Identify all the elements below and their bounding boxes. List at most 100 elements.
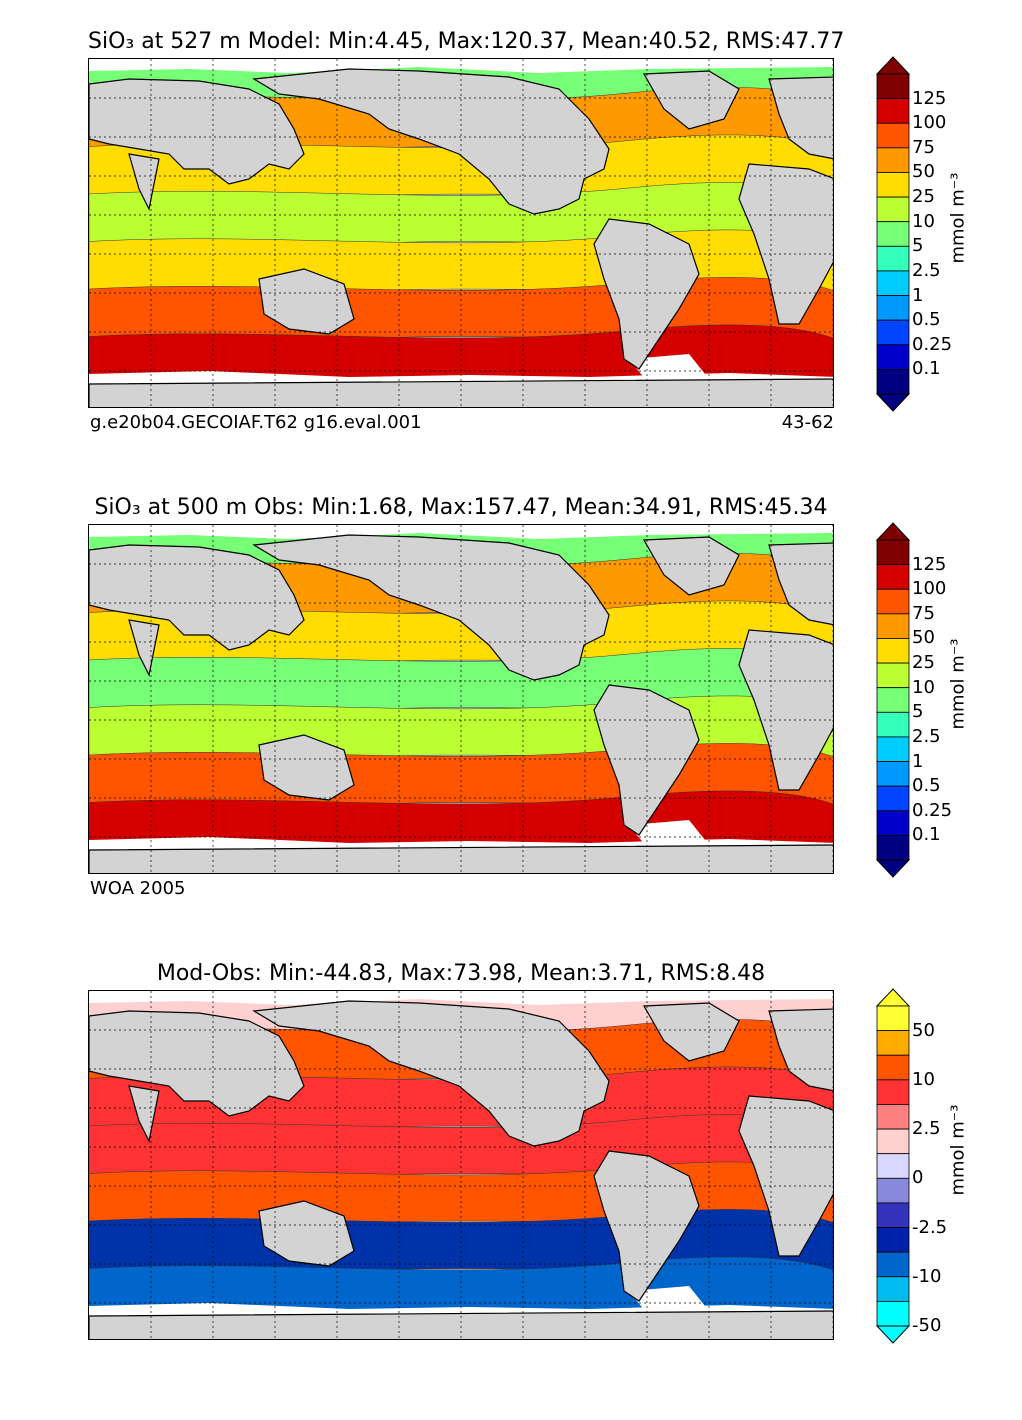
colorbar-tick-label: 50 <box>912 627 935 649</box>
colorbar-tick-label: 125 <box>912 553 947 575</box>
colorbar-segment <box>876 270 910 296</box>
colorbar-tick-label: 50 <box>912 161 935 183</box>
colorbar-tick-label: 0.5 <box>912 309 941 331</box>
land-mass <box>593 1150 700 1302</box>
land-mass <box>738 629 833 791</box>
colorbar-tick-label: 75 <box>912 602 935 624</box>
colorbar-segment <box>876 196 910 223</box>
land-mass <box>738 1095 833 1257</box>
colorbar-segment <box>876 1079 910 1105</box>
colorbar <box>876 56 910 412</box>
colorbar-segment <box>876 1128 910 1155</box>
colorbar-segment <box>876 711 910 738</box>
units-label: mmol m⁻³ <box>947 172 969 264</box>
colorbar <box>876 988 910 1344</box>
colorbar-extend-bottom <box>876 859 910 878</box>
land-mass <box>89 78 305 185</box>
colorbar-tick-label: 75 <box>912 136 935 158</box>
colorbar-segment <box>876 1030 910 1056</box>
panel-title: Mod-Obs: Min:-44.83, Max:73.98, Mean:3.7… <box>156 961 766 986</box>
colorbar-segment <box>876 245 910 272</box>
land-mass <box>89 844 833 873</box>
colorbar-segment <box>876 834 910 861</box>
land-mass <box>768 1008 833 1092</box>
panel-title: SiO₃ at 500 m Obs: Min:1.68, Max:157.47,… <box>94 495 828 520</box>
colorbar-tick-label: 0.1 <box>912 824 941 846</box>
colorbar-tick-label: 1 <box>912 284 924 306</box>
colorbar-segment <box>876 564 910 590</box>
colorbar-segment <box>876 368 910 395</box>
colorbar-tick-label: -50 <box>912 1315 942 1336</box>
colorbar-tick-label: 100 <box>912 112 947 134</box>
colorbar-tick-label: 0.5 <box>912 775 941 797</box>
colorbar-tick-label: 2.5 <box>912 1118 941 1140</box>
year-range: 43-62 <box>781 412 834 433</box>
case-name: g.e20b04.GECOIAF.T62 g16.eval.001 <box>90 412 422 433</box>
colorbar-tick-label: 125 <box>912 87 947 109</box>
diff-panel: Mod-Obs: Min:-44.83, Max:73.98, Mean:3.7… <box>0 960 1022 1420</box>
colorbar-segment <box>876 1202 910 1228</box>
colorbar-tick-label: 2.5 <box>912 725 941 747</box>
land-mass <box>252 534 610 681</box>
colorbar <box>876 522 910 878</box>
land-mass <box>128 619 160 677</box>
colorbar-segment <box>876 98 910 124</box>
colorbar-segment <box>876 295 910 321</box>
land-mass <box>89 544 305 651</box>
model-map <box>88 58 834 408</box>
colorbar-tick-label: 25 <box>912 186 935 208</box>
colorbar-segment <box>876 785 910 812</box>
colorbar-segment <box>876 172 910 198</box>
colorbar-tick-label: 25 <box>912 652 935 674</box>
colorbar-tick-label: 2.5 <box>912 259 941 281</box>
colorbar-segment <box>876 73 910 100</box>
units-label: mmol m⁻³ <box>947 1104 969 1196</box>
colorbar-segment <box>876 1054 910 1081</box>
colorbar-segment <box>876 588 910 615</box>
land-mass <box>89 1010 305 1117</box>
colorbar-segment <box>876 1251 910 1278</box>
colorbar-tick-label: 10 <box>912 1068 935 1090</box>
colorbar-segment <box>876 1300 910 1327</box>
colorbar-segment <box>876 687 910 713</box>
colorbar-segment <box>876 147 910 173</box>
colorbar-tick-label: 50 <box>912 1019 935 1041</box>
colorbar-tick-label: 1 <box>912 750 924 772</box>
model-panel: SiO₃ at 527 m Model: Min:4.45, Max:120.3… <box>0 28 1022 488</box>
land-mass <box>89 378 833 407</box>
colorbar-tick-label: 10 <box>912 210 935 232</box>
colorbar-extend-top <box>876 988 910 1007</box>
colorbar-tick-label: 0.25 <box>912 333 953 355</box>
land-mass <box>593 218 700 370</box>
colorbar-segment <box>876 613 910 639</box>
colorbar-segment <box>876 1104 910 1130</box>
colorbar-segment <box>876 810 910 836</box>
colorbar-tick-label: 0 <box>912 1167 924 1189</box>
data-source: WOA 2005 <box>90 878 186 899</box>
land-mass <box>738 163 833 325</box>
colorbar-extend-bottom <box>876 1325 910 1344</box>
land-mass <box>258 1200 355 1267</box>
colorbar-tick-label: 5 <box>912 701 924 723</box>
colorbar-segment <box>876 344 910 370</box>
land-mass <box>252 1000 610 1147</box>
land-mass <box>768 542 833 626</box>
colorbar-tick-label: -2.5 <box>912 1216 948 1238</box>
colorbar-tick-label: 5 <box>912 235 924 257</box>
colorbar-tick-label: 0.25 <box>912 799 953 821</box>
colorbar-tick-label: 100 <box>912 578 947 600</box>
units-label: mmol m⁻³ <box>947 638 969 730</box>
land-mass <box>89 1310 833 1339</box>
colorbar-segment <box>876 761 910 787</box>
colorbar-segment <box>876 122 910 149</box>
colorbar-segment <box>876 638 910 664</box>
colorbar-tick-label: 10 <box>912 676 935 698</box>
colorbar-extend-top <box>876 56 910 75</box>
colorbar-segment <box>876 1276 910 1302</box>
colorbar-segment <box>876 1177 910 1204</box>
land-mass <box>258 734 355 801</box>
colorbar-segment <box>876 662 910 689</box>
land-mass <box>768 76 833 160</box>
land-mass <box>593 684 700 836</box>
colorbar-segment <box>876 736 910 762</box>
